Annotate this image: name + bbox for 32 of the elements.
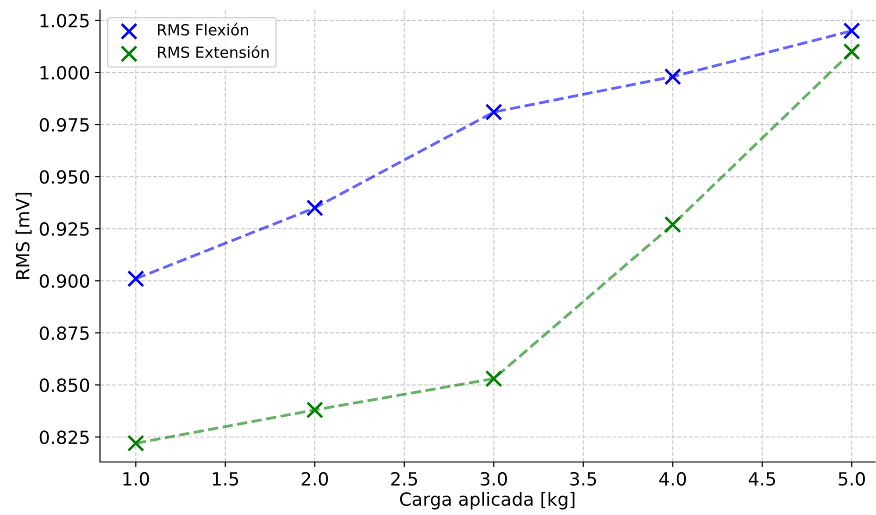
point (306, 401, 324, 418)
point (664, 216, 682, 234)
legend-label: RMS Extensión (158, 46, 269, 58)
y-tick-label: 0.950 (40, 170, 90, 184)
point (127, 270, 144, 288)
x-tick-label: 3.0 (480, 472, 507, 486)
point (485, 104, 502, 121)
x-tick-label: 2.0 (302, 472, 328, 486)
point (306, 199, 324, 216)
x-axis-title: Carga aplicada [kg] (400, 492, 574, 510)
y-tick-label: 0.925 (40, 222, 89, 236)
y-axis-title: RMS [mV] (16, 192, 32, 279)
x-tick-label: 1.5 (212, 472, 238, 486)
y-tick-label: 0.825 (40, 430, 89, 444)
x-tick-label: 4.0 (659, 472, 686, 486)
x-tick-label: 2.5 (391, 472, 418, 486)
x-tick-label: 4.5 (748, 472, 776, 486)
y-tick-label: 0.850 (40, 378, 90, 392)
y-tick-label: 0.875 (40, 326, 89, 340)
y-tick-label: 0.975 (40, 118, 89, 132)
x-tick-label: 3.5 (570, 472, 596, 486)
point (485, 370, 502, 388)
point (843, 22, 860, 40)
x-tick-label: 5.0 (838, 472, 865, 486)
legend-label: RMS Flexión (158, 23, 248, 36)
point (843, 43, 860, 60)
y-tick-label: 1.025 (40, 14, 89, 28)
point (664, 68, 682, 86)
point (127, 434, 144, 452)
x-tick-label: 1.0 (123, 472, 149, 486)
y-tick-label: 0.900 (40, 274, 90, 288)
y-tick-label: 1.000 (40, 66, 90, 80)
